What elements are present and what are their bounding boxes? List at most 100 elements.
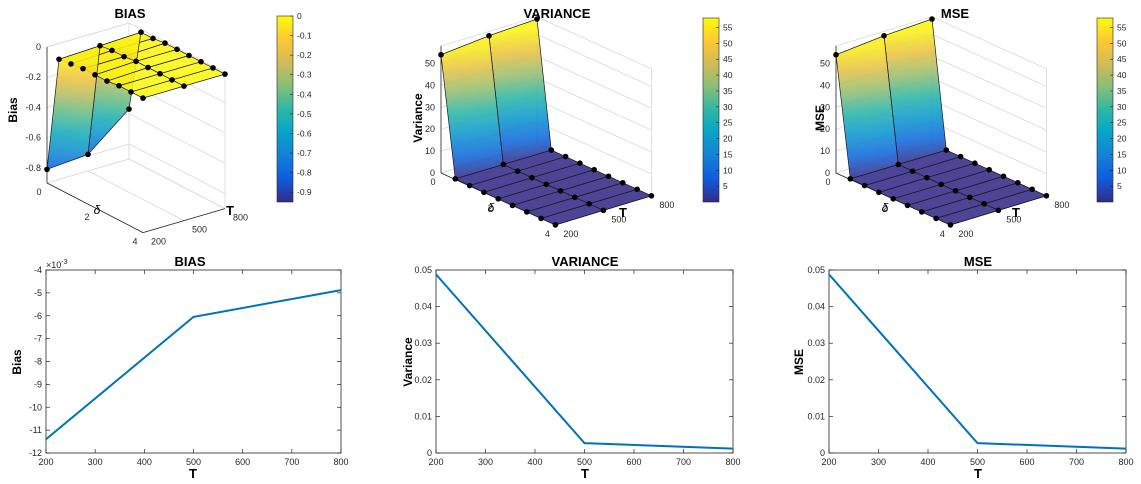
mse-surface-zlabel: MSE: [813, 105, 827, 131]
x-tick-label: 200: [821, 457, 836, 467]
colorbar-tick-label: -0.5: [297, 109, 312, 119]
variance-surface-zlabel: Variance: [411, 93, 425, 143]
surface-point: [104, 78, 110, 84]
y-tick-label: 800: [1054, 200, 1069, 210]
surface-point: [524, 209, 530, 215]
surface-point: [557, 188, 564, 194]
surface-point: [620, 179, 626, 186]
colorbar-tick-label: 0: [297, 11, 302, 21]
y-tick-label: -12: [29, 448, 42, 458]
surface-point: [145, 64, 151, 71]
surface-point: [174, 46, 180, 53]
x-tick-label: 4: [132, 237, 137, 247]
colorbar-tick-label: 45: [723, 54, 733, 64]
x-tick-label: 700: [1069, 457, 1084, 467]
surface-point: [222, 71, 228, 77]
surface-point: [924, 174, 930, 181]
surface-point: [919, 209, 925, 215]
surface-point: [181, 83, 187, 89]
plot-area: [435, 269, 734, 454]
plot-area: [828, 269, 1127, 454]
bias-surface-title: BIAS: [114, 6, 145, 21]
surface-point: [495, 195, 502, 202]
colorbar-tick-label: -0.2: [297, 50, 312, 60]
y-tick-label: -5: [34, 288, 42, 298]
colorbar-tick-label: -0.6: [297, 128, 312, 138]
x-tick-label: 0: [36, 187, 41, 197]
colorbar-tick-label: 15: [723, 149, 733, 159]
surface-point: [957, 153, 964, 160]
surface-point: [986, 166, 992, 173]
z-tick-label: 0: [825, 168, 830, 178]
colorbar-tick-label: 25: [1117, 118, 1127, 128]
colorbar-tick-label: 10: [723, 165, 733, 175]
surface-point: [929, 16, 935, 22]
colorbar-tick-label: 45: [1117, 54, 1127, 64]
y-tick-label: 800: [659, 200, 674, 210]
x-tick-label: 500: [970, 457, 985, 467]
x-tick-label: 700: [284, 457, 299, 467]
y-tick-label: 500: [1006, 214, 1021, 224]
x-tick-label: 600: [1019, 457, 1034, 467]
x-tick-label: 2: [488, 203, 493, 213]
bias-line-exponent: ×10-3: [46, 259, 68, 270]
y-tick-label: 0.04: [807, 302, 825, 312]
z-tick-label: 0: [36, 42, 41, 52]
bias-line-panel: BIAS Bias T ×10-3 200 300 400 500 600 700 800 -…: [10, 254, 349, 481]
bias-line-title: BIAS: [174, 254, 205, 269]
y-tick-label: 200: [958, 229, 973, 239]
x-tick-label: 800: [1118, 457, 1133, 467]
surface-point: [909, 168, 916, 174]
y-tick-label: -6: [34, 311, 42, 321]
surface-point: [538, 215, 544, 222]
z-tick-label: 0: [430, 168, 435, 178]
bias-surface-ylabel: T: [226, 203, 234, 218]
colorbar-tick-label: 20: [723, 134, 733, 144]
colorbar-tick-label: 35: [723, 86, 733, 96]
surface-point: [186, 52, 192, 59]
y-tick-label: 800: [233, 213, 248, 223]
surface-point: [92, 72, 98, 78]
x-tick-label: 800: [725, 457, 740, 467]
colorbar-tick-label: -0.9: [297, 187, 312, 197]
y-tick-label: 500: [611, 214, 626, 224]
x-tick-label: 300: [478, 457, 493, 467]
x-tick-label: 400: [920, 457, 935, 467]
colorbar-tick-label: 40: [723, 70, 733, 80]
surface-point: [881, 32, 887, 39]
y-tick-label: -10: [29, 402, 42, 412]
mse-surface-xlabel: δ: [882, 201, 889, 215]
surface-point: [562, 153, 569, 160]
surface-point: [80, 65, 86, 72]
colorbar-tick-label: 50: [723, 38, 733, 48]
series-line: [828, 273, 1127, 450]
surface-point: [109, 47, 115, 54]
surface-point: [85, 151, 91, 158]
bias-line-xlabel: T: [189, 466, 197, 481]
series-line: [45, 289, 342, 441]
z-tick-label: 50: [820, 59, 830, 69]
surface-point: [138, 29, 144, 36]
colorbar-tick-label: -0.1: [297, 31, 312, 41]
surface-point: [861, 182, 868, 189]
surface-point: [586, 201, 592, 207]
y-tick-label: 200: [563, 229, 578, 239]
y-tick-label: 0.03: [807, 338, 825, 348]
x-tick-label: 4: [940, 229, 945, 239]
y-tick-label: 200: [151, 237, 166, 247]
z-tick-label: -0.2: [25, 72, 41, 82]
y-tick-label: 0: [427, 448, 432, 458]
surface-point: [600, 207, 607, 214]
x-tick-label: 800: [333, 457, 348, 467]
mse-line-panel: MSE MSE T 200 300 400 500 600 700 800 0 0.01 0.02…: [792, 254, 1134, 481]
y-tick-label: 0.05: [807, 265, 825, 275]
surface-point: [500, 161, 507, 168]
y-tick-label: -11: [30, 425, 42, 435]
mse-surface-title: MSE: [941, 6, 970, 21]
z-tick-label: -0.4: [25, 102, 41, 112]
surface-point: [995, 207, 1002, 214]
colorbar-tick-label: 5: [1117, 181, 1122, 191]
surface-point: [972, 160, 978, 166]
